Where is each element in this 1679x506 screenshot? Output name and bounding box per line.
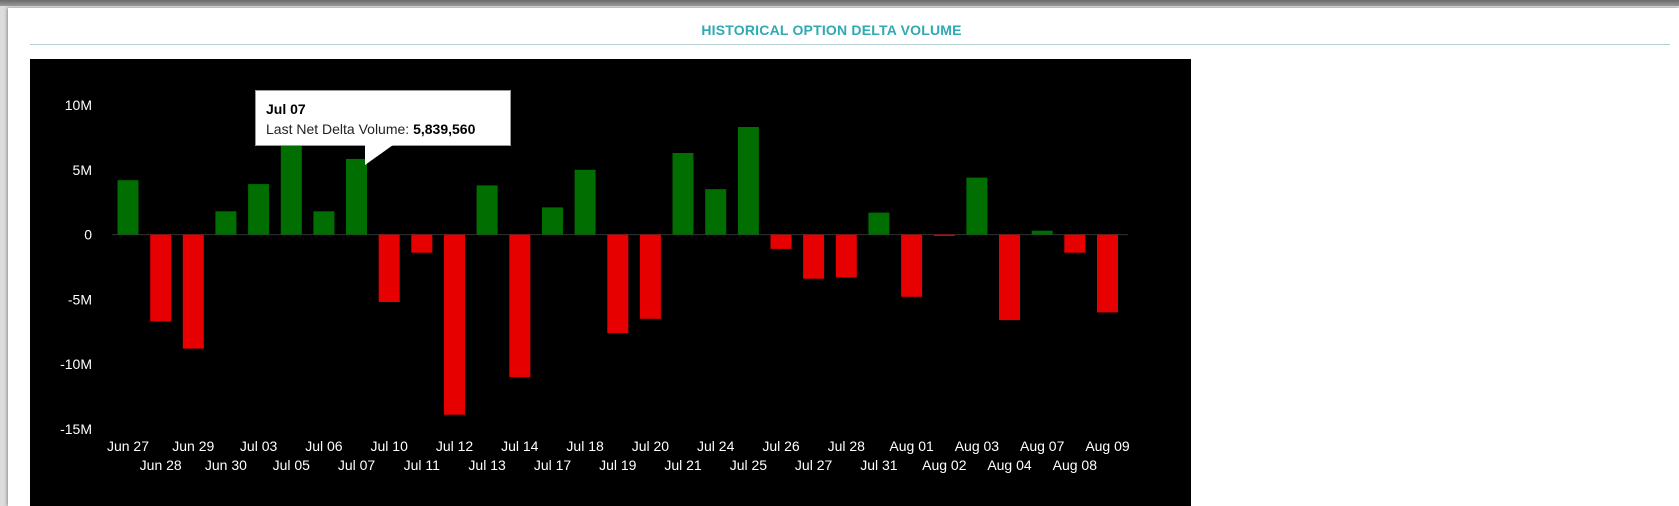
x-tick-label: Aug 08: [1053, 457, 1098, 473]
bar-jul-18[interactable]: [574, 169, 596, 235]
tooltip-line: Last Net Delta Volume: 5,839,560: [266, 119, 500, 139]
x-tick-label: Jul 14: [501, 438, 539, 454]
bar-jul-31[interactable]: [868, 212, 890, 235]
bar-jul-28[interactable]: [835, 234, 857, 278]
y-tick-label: -15M: [60, 421, 92, 437]
y-tick-label: 0: [84, 227, 92, 243]
tooltip-value: 5,839,560: [413, 121, 476, 137]
x-tick-label: Jul 10: [371, 438, 409, 454]
x-tick-label: Jul 11: [404, 457, 441, 473]
x-tick-label: Jun 27: [107, 438, 149, 454]
tooltip-pointer: [365, 145, 393, 165]
bar-aug-03[interactable]: [966, 177, 988, 235]
bar-aug-02[interactable]: [933, 234, 955, 236]
x-tick-label: Jul 20: [632, 438, 670, 454]
bar-aug-09[interactable]: [1097, 234, 1118, 313]
x-tick-label: Aug 04: [987, 457, 1032, 473]
bar-jul-27[interactable]: [803, 234, 825, 279]
bar-jul-20[interactable]: [639, 234, 661, 319]
bar-aug-01[interactable]: [901, 234, 923, 297]
bar-aug-04[interactable]: [999, 234, 1020, 321]
x-tick-label: Jun 28: [140, 457, 182, 473]
bar-jul-12[interactable]: [444, 234, 465, 415]
bar-jul-19[interactable]: [607, 234, 629, 334]
bar-jun-27[interactable]: [117, 180, 139, 235]
x-tick-label: Jul 25: [730, 457, 768, 473]
x-tick-label: Jul 31: [860, 457, 898, 473]
x-tick-label: Jul 06: [305, 438, 343, 454]
bar-jul-11[interactable]: [411, 234, 433, 253]
bar-chart[interactable]: 10M 5M 0 -5M -10M -15M Jun 27 Jun 28 Jun 29 Jun 3…: [30, 59, 1191, 506]
x-tick-label: Jul 18: [566, 438, 604, 454]
bar-aug-07[interactable]: [1031, 230, 1053, 235]
x-tick-label: Jul 19: [599, 457, 637, 473]
bar-jul-05[interactable]: [280, 128, 302, 235]
y-tick-label: 5M: [73, 162, 92, 178]
chart-area[interactable]: 10M 5M 0 -5M -10M -15M Jun 27 Jun 28 Jun 29 Jun 3…: [30, 59, 1191, 506]
bar-aug-08[interactable]: [1064, 234, 1086, 253]
bar-jul-03[interactable]: [248, 184, 270, 235]
y-tick-label: -5M: [68, 291, 92, 307]
x-tick-label: Aug 01: [889, 438, 934, 454]
bar-jul-07[interactable]: [346, 158, 367, 235]
title-divider: [30, 44, 1670, 45]
x-tick-label: Jul 27: [795, 457, 833, 473]
x-tick-label: Aug 03: [955, 438, 1000, 454]
bar-jun-30[interactable]: [215, 211, 237, 235]
bar-jun-29[interactable]: [182, 234, 204, 349]
bar-jul-14[interactable]: [509, 234, 531, 378]
x-tick-label: Jul 21: [664, 457, 702, 473]
x-tick-label: Jul 07: [338, 457, 376, 473]
x-tick-label: Jul 28: [828, 438, 866, 454]
bar-jul-13[interactable]: [476, 185, 498, 235]
x-tick-label: Jul 17: [534, 457, 572, 473]
x-tick-label: Jul 03: [240, 438, 278, 454]
y-tick-label: 10M: [65, 97, 92, 113]
bar-jul-17[interactable]: [542, 207, 563, 235]
tooltip-date: Jul 07: [266, 101, 306, 117]
bar-jul-26[interactable]: [770, 234, 792, 249]
tooltip-label: Last Net Delta Volume:: [266, 121, 410, 137]
x-tick-label: Jul 26: [762, 438, 800, 454]
x-tick-label: Aug 07: [1020, 438, 1065, 454]
panel-title: HISTORICAL OPTION DELTA VOLUME: [701, 22, 962, 38]
x-tick-label: Jun 30: [205, 457, 247, 473]
bar-jul-25[interactable]: [737, 127, 759, 235]
window-top-bar: [0, 0, 1679, 6]
chart-tooltip: Jul 07 Last Net Delta Volume: 5,839,560: [255, 90, 511, 146]
bar-jul-06[interactable]: [313, 211, 335, 235]
y-tick-label: -10M: [60, 356, 92, 372]
bar-jun-28[interactable]: [150, 234, 172, 322]
bar-jul-21[interactable]: [672, 153, 694, 235]
bar-jul-24[interactable]: [705, 189, 727, 235]
x-tick-label: Jul 05: [273, 457, 311, 473]
x-tick-label: Jun 29: [172, 438, 214, 454]
x-tick-label: Jul 24: [697, 438, 735, 454]
x-tick-label: Aug 02: [922, 457, 967, 473]
x-tick-label: Jul 13: [468, 457, 506, 473]
x-tick-label: Aug 09: [1085, 438, 1130, 454]
bar-jul-10[interactable]: [378, 234, 400, 302]
chart-panel: HISTORICAL OPTION DELTA VOLUME 10M 5M 0 -5M…: [8, 8, 1679, 506]
x-tick-label: Jul 12: [436, 438, 474, 454]
